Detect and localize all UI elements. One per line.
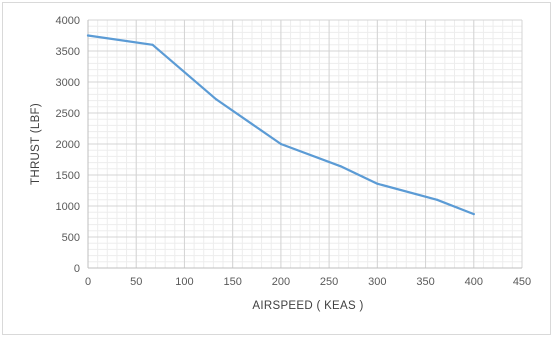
y-tick-label: 0 [74,263,80,275]
data-point [436,198,439,201]
x-tick-label: 250 [320,276,338,288]
data-point [151,43,154,46]
y-tick-labels: 0 500 1000 1500 2000 2500 3000 3500 4000 [56,15,80,275]
x-tick-label: 0 [85,276,91,288]
y-tick-label: 2000 [56,139,80,151]
data-point [472,212,475,216]
y-tick-label: 3500 [56,46,80,58]
x-tick-label: 50 [130,276,142,288]
y-tick-label: 4000 [56,15,80,27]
y-tick-label: 500 [62,232,80,244]
y-tick-label: 2500 [56,108,80,120]
x-axis-title: AIRSPEED ( KEAS ) [252,300,363,312]
x-tick-label: 350 [416,276,434,288]
x-tick-label: 300 [368,276,386,288]
axes [87,20,522,269]
y-axis-title: THRUST (LBF) [30,103,42,185]
y-tick-label: 1500 [56,170,80,182]
x-tick-labels: 0 50 100 150 200 250 300 350 400 450 [85,276,531,288]
series-group [86,34,475,216]
x-tick-label: 150 [223,276,241,288]
x-tick-label: 450 [513,276,531,288]
x-tick-label: 200 [272,276,290,288]
data-point [86,34,90,37]
data-point [279,142,282,146]
data-point [215,98,218,101]
y-tick-label: 3000 [56,77,80,89]
x-tick-label: 400 [465,276,483,288]
y-tick-label: 1000 [56,201,80,213]
x-tick-label: 100 [175,276,193,288]
data-point [376,182,379,185]
data-point [339,165,342,168]
series-line [86,34,475,216]
